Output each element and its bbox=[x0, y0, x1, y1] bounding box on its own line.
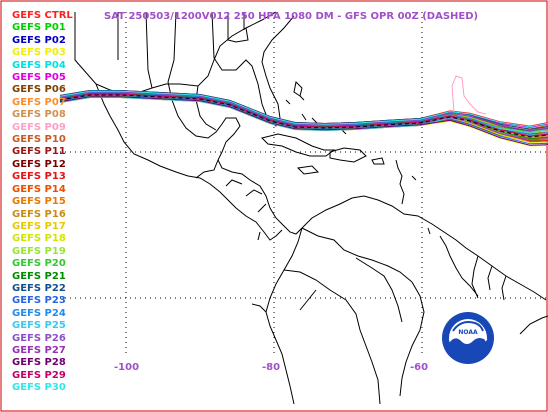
legend-entry: GEFS P18 bbox=[12, 233, 66, 245]
legend-entry: GEFS P26 bbox=[12, 332, 66, 344]
svg-text:NOAA: NOAA bbox=[458, 329, 478, 336]
longitude-label: -60 bbox=[410, 362, 429, 373]
member-contour bbox=[59, 91, 548, 132]
legend-entry: GEFS P12 bbox=[12, 158, 66, 170]
legend-entry: GEFS P23 bbox=[12, 295, 66, 307]
lat-lon-grid bbox=[60, 12, 546, 355]
legend-entry: GEFS P27 bbox=[12, 344, 66, 356]
legend-entry: GEFS P05 bbox=[12, 72, 66, 84]
member-contour-excursion bbox=[451, 75, 487, 115]
coastlines-and-borders bbox=[74, 11, 548, 405]
member-contour bbox=[59, 93, 548, 137]
legend-entry: GEFS P07 bbox=[12, 96, 66, 108]
legend-entry: GEFS P30 bbox=[12, 382, 66, 394]
map-title: SAT 250503/1200V012 250 HPA 1080 DM - GF… bbox=[104, 11, 479, 22]
legend-entry: GEFS P09 bbox=[12, 121, 66, 133]
legend-entry: GEFS P24 bbox=[12, 307, 66, 319]
legend-entry: GEFS P19 bbox=[12, 245, 66, 257]
legend-entry: GEFS P02 bbox=[12, 34, 66, 46]
legend-entry: GEFS P14 bbox=[12, 183, 66, 195]
member-contour bbox=[59, 90, 548, 130]
member-contour bbox=[59, 92, 548, 136]
ensemble-contours bbox=[59, 75, 548, 147]
legend-entry: GEFS P06 bbox=[12, 84, 66, 96]
legend-entry: GEFS P28 bbox=[12, 357, 66, 369]
legend-entry: GEFS P29 bbox=[12, 369, 66, 381]
member-contour bbox=[59, 96, 548, 146]
legend-entry: GEFS P11 bbox=[12, 146, 66, 158]
legend-entry: GEFS P15 bbox=[12, 196, 66, 208]
legend-entry: GEFS CTRL bbox=[12, 10, 73, 21]
legend-entry: GEFS P03 bbox=[12, 47, 66, 59]
longitude-label: -100 bbox=[114, 362, 140, 373]
member-contour bbox=[59, 90, 548, 128]
legend-entry: GEFS P25 bbox=[12, 320, 66, 332]
legend-entry: GEFS P08 bbox=[12, 109, 66, 121]
legend-entry: GEFS P10 bbox=[12, 134, 66, 146]
noaa-logo: NOAA bbox=[442, 312, 494, 364]
legend-entry: GEFS P17 bbox=[12, 220, 66, 232]
legend-entry: GEFS P13 bbox=[12, 171, 66, 183]
legend-entry: GEFS P21 bbox=[12, 270, 66, 282]
legend-entry: GEFS P16 bbox=[12, 208, 66, 220]
gfs-opr-dashed-contour bbox=[59, 94, 548, 138]
legend-entry: GEFS P22 bbox=[12, 282, 66, 294]
ensemble-member-legend: GEFS CTRL GEFS P01 GEFS P02 GEFS P03 GEFS P0… bbox=[12, 10, 73, 395]
legend-entry: GEFS P20 bbox=[12, 258, 66, 270]
legend-entry: GEFS P01 bbox=[12, 22, 66, 34]
longitude-label: -80 bbox=[262, 362, 281, 373]
legend-entry: GEFS P04 bbox=[12, 59, 66, 71]
